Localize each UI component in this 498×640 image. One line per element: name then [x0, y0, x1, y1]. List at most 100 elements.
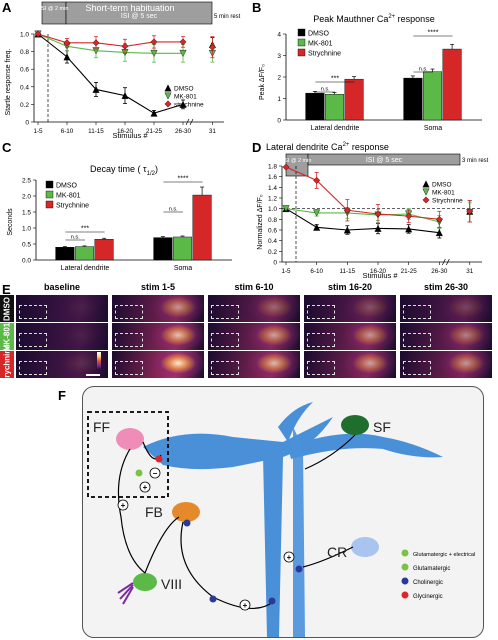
c-legend-label-0: DMSO	[56, 183, 78, 190]
chart-c: Decay time ( τ1/2) Seconds 0.0 0.5 1.0 1.5 2…	[7, 164, 232, 272]
d-xtick-label: 16-20	[370, 268, 387, 275]
d-ytick-label: 0.6	[268, 228, 277, 235]
c-bar-2-0	[94, 238, 114, 261]
f-node-cr: CR	[327, 544, 347, 560]
roi-box	[115, 333, 143, 347]
c-sig-label: ***	[81, 226, 89, 233]
a-ytick-label: 1.0	[20, 32, 29, 39]
panel-letter-a: A	[2, 0, 12, 15]
c-title: Decay time ( τ	[90, 164, 147, 174]
a-axis-break	[189, 118, 194, 126]
d-legend-label-2: Strychnine	[432, 198, 463, 205]
roi-box	[115, 361, 143, 375]
a-ytick-label: 0.6	[20, 67, 29, 74]
micrograph-tile	[112, 295, 204, 322]
a-point	[34, 30, 42, 38]
d-xlabel: Stimulus #	[362, 271, 398, 280]
d-series-2-line	[285, 166, 440, 220]
roi-box	[307, 361, 335, 375]
a-axis-break	[185, 118, 190, 126]
a-xtick-label: 1-5	[33, 128, 43, 135]
row-label-strychnine: Strychnine	[0, 344, 14, 385]
svg-text:+: +	[243, 601, 248, 610]
panel-b: B Peak Mauthner Ca2+ response Peak ΔF/F₀…	[250, 0, 498, 140]
roi-box	[307, 333, 335, 347]
c-ytick-label: 1.5	[22, 210, 31, 217]
d-point	[313, 209, 321, 217]
b-sig-label: ***	[331, 76, 339, 83]
a-xtick-label: 31	[209, 128, 217, 135]
a-xlabel: Stimulus #	[112, 131, 148, 140]
micrograph-tile	[208, 295, 300, 322]
b-title: Peak Mauthner Ca	[313, 14, 388, 24]
d-xtick-label: 6-10	[310, 268, 323, 275]
micrograph-tile	[112, 351, 204, 378]
roi-box	[211, 333, 239, 347]
micrograph-tile	[112, 323, 204, 350]
d-legend-label-1: MK-801	[432, 190, 455, 197]
a-xtick-label: 6-10	[61, 128, 74, 135]
roi-box	[19, 305, 47, 319]
col-head-stim-26-30: stim 26-30	[423, 282, 469, 292]
a-point	[92, 85, 100, 93]
d-ytick-label: 1.4	[268, 185, 277, 192]
b-bar-1-0	[324, 93, 344, 121]
d-legend-label-0: DMSO	[432, 182, 452, 189]
d-legend-marker-2	[422, 196, 430, 204]
col-head-baseline: baseline	[43, 282, 81, 292]
svg-text:Peak Mauthner Ca2+ response: Peak Mauthner Ca2+ response	[313, 14, 434, 24]
c-legend-swatch-0	[45, 180, 54, 189]
a-point	[92, 39, 100, 47]
a-series-0-line	[37, 33, 184, 114]
a-legend-label-2: strychnine	[174, 102, 204, 109]
a-legend-marker-0	[164, 84, 172, 92]
b-bar-2-0	[344, 78, 364, 121]
f-node-fb: FB	[145, 504, 163, 520]
d-ytick-label: 0.4	[268, 238, 277, 245]
micrograph-tile	[400, 323, 492, 350]
d-axis-break	[446, 258, 450, 266]
row-label-mk801: MK-801	[0, 322, 14, 351]
a-point	[179, 38, 187, 46]
micrograph-tile	[16, 295, 108, 322]
a-series-2-line	[37, 33, 183, 47]
b-legend-label-1: MK-801	[308, 41, 333, 48]
a-point	[179, 49, 187, 58]
c-bar-0-1	[153, 237, 173, 261]
panel-d: D Lateral dendrite Ca2+ response ISI @ 2…	[250, 140, 498, 280]
svg-text:−: −	[153, 469, 158, 478]
roi-box	[211, 361, 239, 375]
micrograph-tile	[208, 351, 300, 378]
d-point	[374, 224, 382, 232]
c-ytick-label: 0.0	[22, 258, 31, 265]
f-legend-3: Glycinergic	[413, 594, 443, 600]
b-title-tail: response	[395, 14, 435, 24]
d-point	[374, 210, 382, 218]
a-point	[179, 100, 187, 108]
micrograph-tile	[304, 295, 396, 322]
panel-a: A ISI @ 2 min ISI @ 5 sec 5 min rest Sho…	[0, 0, 248, 140]
c-title-tail: )	[155, 164, 158, 174]
d-xtick-label: 21-25	[401, 268, 418, 275]
a-point	[150, 109, 158, 117]
d-point	[282, 163, 290, 171]
c-ylabel: Seconds	[7, 208, 14, 236]
micrograph-tile	[400, 351, 492, 378]
b-bar-0-1	[403, 77, 423, 121]
roi-box	[403, 361, 431, 375]
roi-box	[211, 305, 239, 319]
c-sig-label: ****	[178, 176, 189, 183]
d-point	[405, 212, 413, 220]
roi-box	[19, 333, 47, 347]
d-xtick-label: 11-15	[340, 268, 356, 275]
d-ytick-label: 0.2	[268, 249, 277, 256]
b-legend-label-0: DMSO	[308, 31, 330, 38]
panel-letter-c: C	[2, 140, 12, 155]
a-ytick-label: 0.8	[20, 49, 29, 56]
d-point	[313, 176, 321, 184]
d-xtick-label: 31	[466, 268, 474, 275]
svg-text:+: +	[143, 483, 148, 492]
f-node-sf: SF	[373, 419, 391, 435]
micrograph-tile	[304, 323, 396, 350]
a-point	[121, 91, 129, 100]
